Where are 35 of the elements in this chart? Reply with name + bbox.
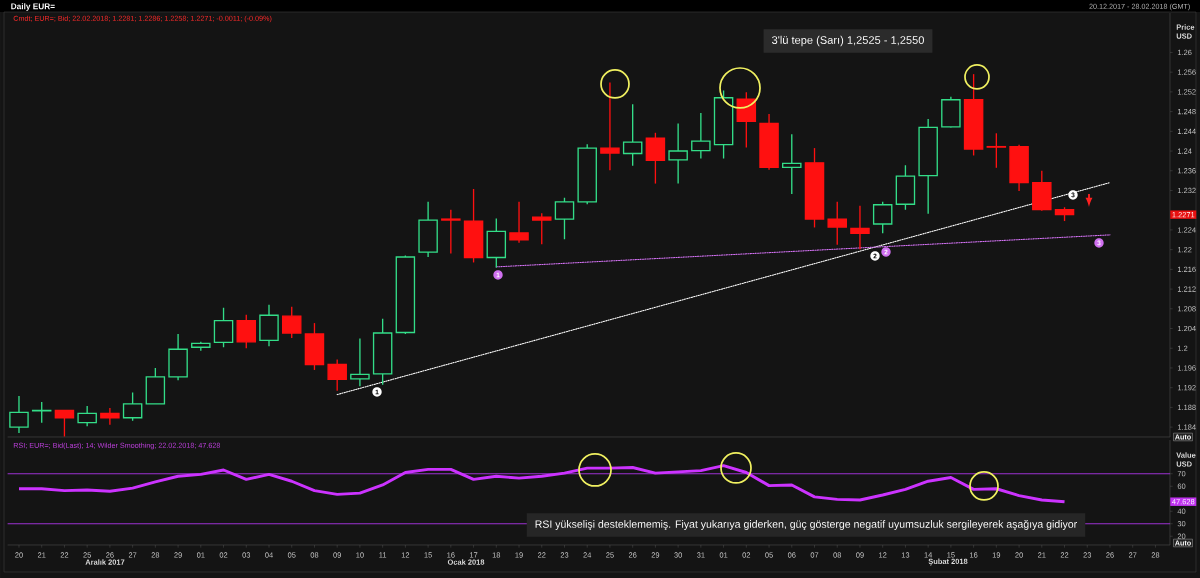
candlestick <box>418 201 438 258</box>
candlestick <box>759 113 779 171</box>
chart-title: Daily EUR= <box>11 3 55 11</box>
candlestick <box>168 333 188 381</box>
candlestick <box>213 307 234 348</box>
candlestick <box>1009 143 1029 192</box>
candlestick <box>782 133 802 195</box>
candlestick <box>9 395 29 434</box>
candlestick <box>100 407 120 426</box>
candlestick <box>372 317 393 386</box>
candlestick <box>850 205 870 250</box>
candlestick <box>145 367 166 405</box>
candlestick <box>350 337 370 387</box>
candlestick <box>895 164 916 211</box>
candlestick <box>259 304 279 347</box>
candlestick <box>554 197 575 240</box>
candlestick <box>486 217 507 269</box>
candlestick <box>668 122 688 185</box>
candlestick <box>577 143 597 205</box>
candlestick <box>713 89 734 160</box>
candlestick <box>509 201 529 244</box>
candlestick <box>191 341 211 352</box>
candlestick <box>872 201 893 235</box>
annotation: RSI yükselişi desteklememiş. Fiyat yukarıya giderken, güç gösterge negatif uyumsuzluk sergileyerek aşağıya gidiyor <box>535 519 1077 530</box>
candlestick <box>600 81 620 171</box>
candlestick <box>77 405 97 427</box>
candlestick <box>941 96 961 129</box>
candlestick <box>122 391 143 422</box>
candlestick <box>622 103 643 167</box>
candlestick <box>918 118 938 215</box>
candlestick <box>395 254 416 335</box>
candlestick <box>441 209 461 255</box>
candlestick <box>31 401 52 424</box>
annotation: 3'lü tepe (Sarı) 1,2525 - 1,2550 <box>772 35 924 47</box>
candlestick <box>691 112 711 160</box>
